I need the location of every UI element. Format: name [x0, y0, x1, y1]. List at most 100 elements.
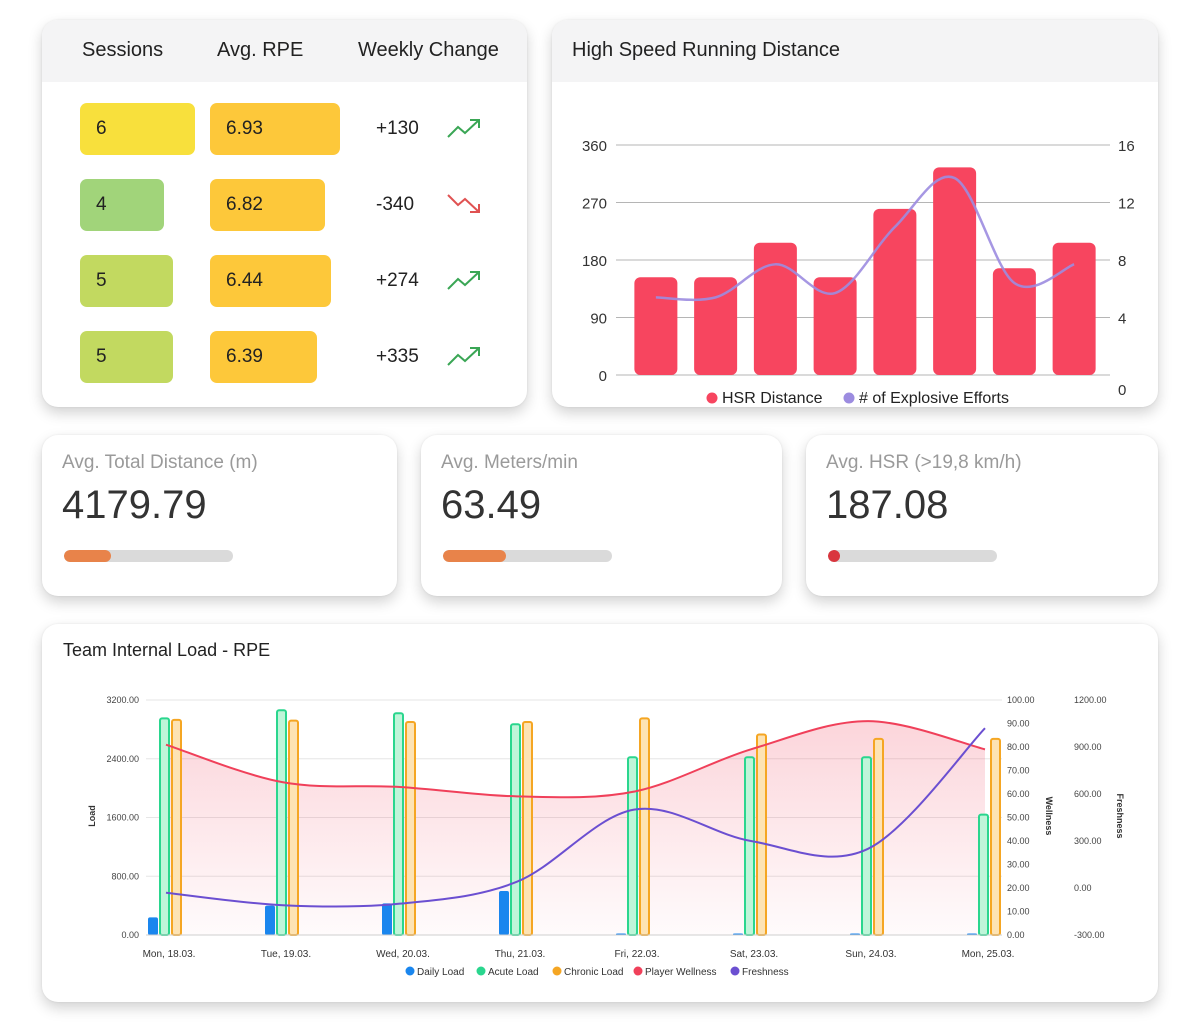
y-freshness-tick-label: 0.00: [1074, 883, 1092, 893]
wellness-area: [166, 721, 985, 935]
trend-arrowhead: [470, 347, 480, 356]
y-left-tick-label: 90: [590, 311, 607, 328]
y-wellness-tick-label: 90.00: [1007, 719, 1030, 729]
trend-arrowhead: [470, 204, 480, 213]
y-left-tick-label: 3200.00: [106, 695, 139, 705]
y-wellness-tick-label: 0.00: [1007, 930, 1025, 940]
explosive-efforts-line: [655, 175, 1075, 302]
weekly-change-column-header: Weekly Change: [358, 39, 499, 61]
legend-marker: [405, 966, 415, 976]
legend-label: Player Wellness: [645, 967, 717, 978]
y-wellness-tick-label: 100.00: [1007, 695, 1035, 705]
kpi-progress-fill: [64, 550, 112, 562]
y-right-tick-label: 0: [1118, 382, 1126, 399]
weekly-change-value: +274: [376, 270, 419, 291]
acute-load-bar: [393, 712, 404, 936]
acute-load-bar: [276, 709, 287, 936]
daily-load-bar: [499, 890, 509, 935]
y-wellness-tick-label: 50.00: [1007, 813, 1030, 823]
acute-load-bar: [627, 756, 638, 936]
legend-marker: [633, 966, 643, 976]
x-tick-label: Fri, 22.03.: [614, 949, 659, 960]
table-row: 5 6.44 +274: [42, 255, 527, 307]
y-wellness-axis-title: Wellness: [1044, 797, 1054, 836]
trend-line: [447, 194, 480, 213]
table-row: 4 6.82 -340: [42, 179, 527, 231]
table-row: 6 6.93 +130: [42, 103, 527, 155]
rpe-badge: 6.93: [210, 103, 340, 155]
x-tick-label: Wed, 20.03.: [376, 949, 430, 960]
kpi-value: 63.49: [441, 483, 542, 527]
y-left-tick-label: 800.00: [111, 871, 139, 881]
team-load-chart: 0.00 800.00 1600.00 2400.00 3200.00 0.00 10.00…: [87, 695, 1125, 978]
legend-label: Daily Load: [417, 967, 464, 978]
y-wellness-tick-label: 30.00: [1007, 860, 1030, 870]
y-right-tick-label: 4: [1118, 311, 1126, 328]
acute-load-bar: [861, 756, 872, 936]
rpe-badge: 6.82: [210, 179, 325, 231]
load-chart-title: Team Internal Load - RPE: [63, 640, 271, 660]
y-right-tick-label: 8: [1118, 253, 1126, 270]
chronic-load-bar: [522, 721, 533, 936]
sessions-summary-card: Sessions Avg. RPE Weekly Change 6 6.93 +…: [42, 20, 527, 407]
kpi-progress-fill: [828, 550, 840, 562]
y-wellness-tick-label: 80.00: [1007, 742, 1030, 752]
y-left-tick-label: 1600.00: [106, 813, 139, 823]
y-left-axis-title: Load: [87, 805, 97, 827]
x-tick-label: Sat, 23.03.: [730, 949, 778, 960]
daily-load-bar: [265, 905, 275, 935]
legend-marker: [730, 966, 740, 976]
kpi-progress-bar: [828, 550, 997, 562]
chronic-load-bar: [756, 733, 767, 936]
acute-load-bar: [744, 756, 755, 936]
avg-hsr-card: Avg. HSR (>19,8 km/h) 187.08: [806, 435, 1158, 596]
legend-label: # of Explosive Efforts: [859, 390, 1009, 407]
trend-up-icon: [447, 347, 480, 366]
freshness-line: [165, 727, 986, 908]
hsr-chart: 0 90 180 270 360 0 4 8 12 16 HSR Distance # of Expl…: [582, 138, 1135, 407]
chronic-load-bar: [288, 719, 299, 936]
legend-marker: [476, 966, 486, 976]
hsr-bar: [634, 277, 678, 375]
avg-total-distance-card: Avg. Total Distance (m) 4179.79: [42, 435, 397, 596]
y-freshness-tick-label: 300.00: [1074, 836, 1102, 846]
kpi-label: Avg. Meters/min: [441, 452, 578, 473]
legend-label: Chronic Load: [564, 967, 623, 978]
trend-down-icon: [447, 194, 480, 213]
trend-line: [447, 119, 480, 138]
y-freshness-tick-label: 1200.00: [1074, 695, 1107, 705]
y-left-tick-label: 270: [582, 196, 607, 213]
kpi-progress-fill: [443, 550, 506, 562]
kpi-progress-bar: [443, 550, 612, 562]
chronic-load-bar: [171, 718, 182, 936]
trend-up-icon: [447, 119, 480, 138]
y-wellness-tick-label: 60.00: [1007, 789, 1030, 799]
hsr-bar: [933, 167, 977, 375]
chronic-load-bar: [873, 737, 884, 936]
y-wellness-tick-label: 40.00: [1007, 836, 1030, 846]
y-freshness-tick-label: 600.00: [1074, 789, 1102, 799]
y-right-tick-label: 12: [1118, 196, 1135, 213]
hsr-bar: [753, 242, 797, 375]
legend-marker: [843, 392, 855, 404]
kpi-value: 4179.79: [62, 483, 207, 527]
hsr-bar: [1052, 242, 1096, 375]
y-freshness-axis-title: Freshness: [1115, 793, 1125, 838]
sessions-badge: 5: [80, 331, 173, 383]
x-tick-label: Mon, 25.03.: [962, 949, 1015, 960]
avg-meters-per-min-card: Avg. Meters/min 63.49: [421, 435, 782, 596]
trend-line: [447, 347, 480, 366]
y-wellness-tick-label: 70.00: [1007, 766, 1030, 776]
daily-load-bar: [148, 917, 158, 935]
legend-label: HSR Distance: [722, 390, 823, 407]
weekly-change-value: +335: [376, 346, 419, 367]
y-left-tick-label: 0.00: [121, 930, 139, 940]
y-left-tick-label: 0: [599, 368, 607, 385]
trend-arrowhead: [470, 271, 480, 280]
sessions-badge: 4: [80, 179, 164, 231]
acute-load-bar: [159, 717, 170, 936]
sessions-table-header: Sessions Avg. RPE Weekly Change: [42, 20, 527, 82]
acute-load-bar: [510, 723, 521, 936]
kpi-label: Avg. HSR (>19,8 km/h): [826, 452, 1022, 473]
y-wellness-tick-label: 10.00: [1007, 907, 1030, 917]
